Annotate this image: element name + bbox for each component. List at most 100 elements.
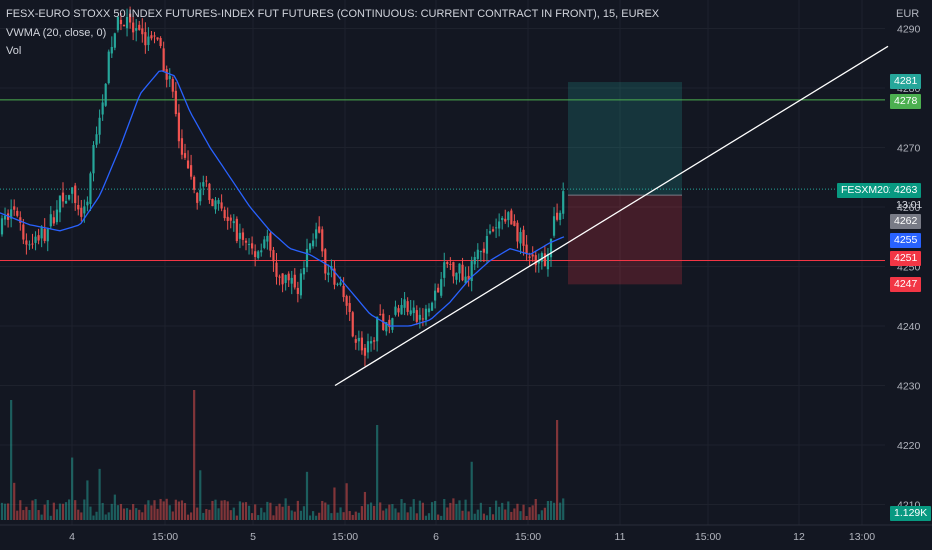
candle <box>3 215 7 220</box>
volume-bar <box>406 512 409 520</box>
volume-bar <box>208 509 211 520</box>
candle <box>193 176 196 190</box>
volume-bar <box>391 504 394 520</box>
stop-price-tag: 4247 <box>890 277 922 292</box>
volume-bar <box>284 498 287 520</box>
candles <box>0 6 565 367</box>
volume-bar <box>16 510 19 520</box>
volume-bar <box>354 511 357 520</box>
volume-bar <box>113 494 116 520</box>
volume-bar <box>226 501 229 520</box>
candle <box>452 262 455 277</box>
volume-bar <box>491 514 495 520</box>
volume-bar <box>327 504 330 520</box>
volume-bar <box>421 502 424 520</box>
volume-bar <box>28 510 31 520</box>
candle <box>360 337 363 351</box>
candle <box>488 231 492 234</box>
price-tick-label: 4290 <box>897 24 921 36</box>
candle <box>434 290 437 301</box>
volume-bar <box>25 506 28 520</box>
candle <box>125 16 129 29</box>
volume-bar <box>330 513 333 520</box>
volume-bar <box>461 510 464 520</box>
candle <box>199 189 202 202</box>
volume-bar <box>312 511 315 520</box>
candle <box>138 24 141 30</box>
volume-bar <box>3 503 7 520</box>
candle <box>513 221 516 227</box>
chart-title: FESX-EURO STOXX 50 INDEX FUTURES-INDEX F… <box>6 8 660 20</box>
candle <box>34 236 37 243</box>
volume-bar <box>241 502 245 520</box>
candle <box>49 214 52 227</box>
currency-label: EUR <box>896 8 920 20</box>
volume-bar <box>302 506 306 520</box>
candle <box>324 249 327 274</box>
candle <box>223 209 226 219</box>
candle <box>107 51 110 84</box>
volume-bar <box>71 457 74 520</box>
candle <box>305 248 309 268</box>
volume-bar <box>238 501 241 520</box>
volume-legend[interactable]: Vol <box>6 45 22 57</box>
candle <box>495 227 498 229</box>
candle <box>510 210 513 225</box>
candle <box>406 301 409 312</box>
candle <box>296 287 299 294</box>
candle <box>308 243 312 250</box>
time-axis: 4 15:00 5 15:00 6 15:00 11 15:00 12 13:00 <box>0 524 932 543</box>
volume-bar <box>141 512 144 520</box>
entry-price-tag: 4262 <box>890 214 922 229</box>
volume-bar <box>43 504 46 520</box>
candle <box>290 277 293 284</box>
volume-bar <box>528 507 531 520</box>
candle <box>281 273 284 285</box>
candle <box>129 13 132 23</box>
volume-bar <box>98 468 101 520</box>
candle <box>101 102 104 115</box>
volume-bar <box>266 501 269 520</box>
volume-bar <box>150 505 153 520</box>
volume-bar <box>403 502 406 520</box>
volume-bar <box>153 500 156 520</box>
price-tick-label: 4270 <box>897 143 921 155</box>
position-loss-zone <box>568 195 682 285</box>
candle <box>415 310 418 322</box>
volume-bar <box>562 498 565 520</box>
volume-bar <box>232 507 235 520</box>
volume-bar <box>0 502 4 520</box>
volume-bar <box>482 513 485 520</box>
volume-bar <box>40 514 43 520</box>
volume-bar <box>229 510 232 520</box>
candle <box>470 261 473 282</box>
volume-bar <box>333 487 336 520</box>
candle <box>464 276 467 284</box>
candle <box>449 263 452 265</box>
volume-bar <box>388 504 391 520</box>
volume-bar <box>19 500 22 520</box>
candle <box>498 221 501 229</box>
candle <box>74 185 77 204</box>
candle <box>299 273 302 296</box>
volume-bar <box>540 510 543 520</box>
candle <box>220 202 223 209</box>
candle <box>266 235 269 242</box>
volume-bar <box>171 511 174 520</box>
volume-bar <box>507 501 510 520</box>
candle <box>214 200 217 210</box>
vwma-legend[interactable]: VWMA (20, close, 0) <box>6 27 107 39</box>
candle <box>77 204 80 210</box>
volume-bar <box>244 502 248 520</box>
volume-bar <box>394 508 397 520</box>
position-profit-zone <box>568 82 682 196</box>
volume-bar <box>430 502 434 520</box>
volume-bar <box>119 503 123 520</box>
candle <box>208 183 211 201</box>
candle <box>86 201 89 206</box>
candle <box>525 244 528 254</box>
volume-bar <box>86 480 89 520</box>
candle <box>443 262 446 278</box>
candle <box>391 318 394 330</box>
